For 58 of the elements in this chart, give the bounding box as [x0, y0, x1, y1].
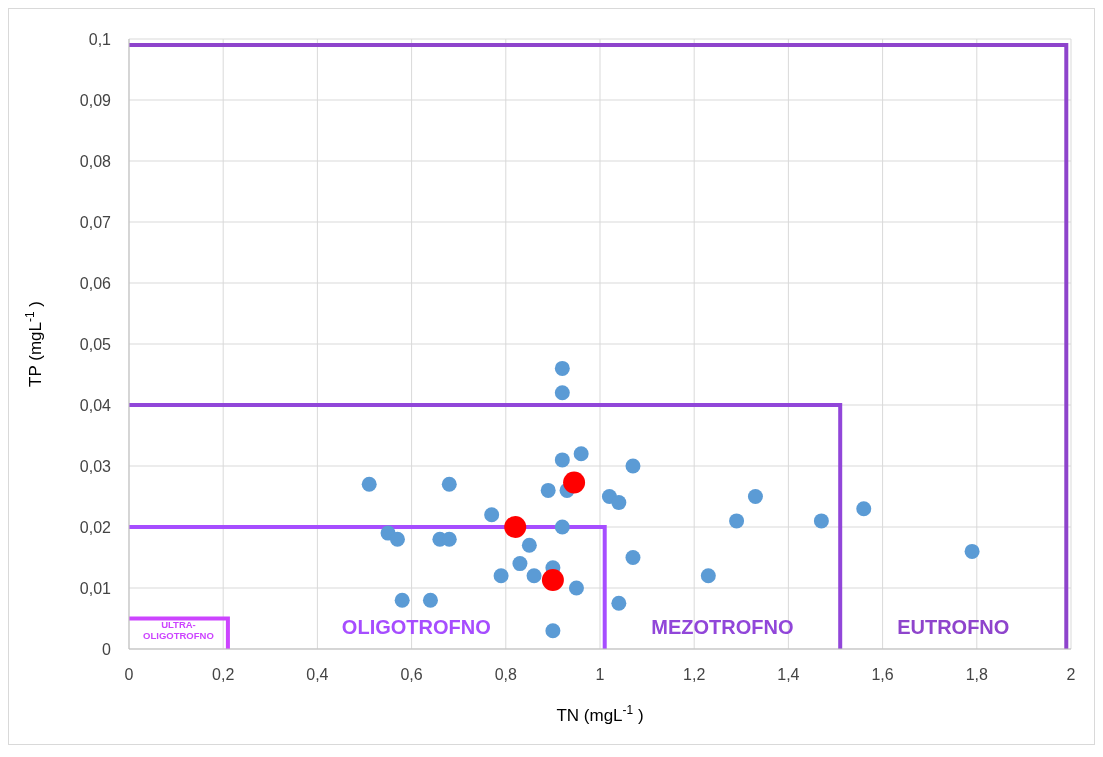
point: [611, 595, 627, 611]
point: [729, 513, 745, 529]
point: [611, 495, 627, 511]
x-tick-label: 0,6: [400, 666, 423, 684]
x-tick-label: 0,8: [494, 666, 518, 684]
point: [568, 580, 584, 596]
y-tick-label: 0,06: [79, 274, 112, 292]
point: [493, 568, 509, 584]
x-tick-label: 0,4: [306, 666, 329, 684]
point: [540, 482, 556, 498]
x-tick-label: 1,6: [871, 666, 894, 684]
point: [389, 531, 405, 547]
point: [554, 385, 570, 401]
point: [573, 446, 589, 462]
point: [526, 568, 542, 584]
y-tick-label: 0,08: [79, 152, 112, 170]
x-tick-label: 2: [1066, 666, 1076, 684]
point: [361, 476, 377, 492]
point: [541, 569, 564, 592]
point: [554, 360, 570, 376]
point: [545, 623, 561, 639]
point: [856, 501, 872, 517]
point: [964, 543, 980, 559]
point: [625, 458, 641, 474]
y-tick-label: 0: [102, 640, 112, 658]
point: [441, 476, 457, 492]
point: [504, 516, 527, 538]
point: [394, 592, 410, 608]
x-tick-label: 0,2: [212, 666, 235, 684]
point: [747, 489, 763, 504]
annotation: ULTRA- OLIGOTROFNO: [143, 619, 214, 642]
point: [563, 471, 586, 494]
point: [554, 452, 570, 468]
x-tick-label: 1: [595, 666, 605, 684]
y-tick-label: 0,05: [79, 335, 112, 353]
point: [813, 513, 829, 529]
point: [422, 592, 438, 608]
y-tick-label: 0,03: [79, 457, 112, 475]
point: [700, 568, 716, 584]
annotation: EUTROFNO: [897, 615, 1010, 638]
x-axis-title: TN (mgL$^{-1}$): [556, 703, 644, 725]
y-tick-label: 0,09: [79, 91, 112, 109]
x-tick-label: 1,8: [965, 666, 989, 684]
x-tick-label: 0: [124, 666, 134, 684]
y-tick-label: 0,07: [79, 213, 112, 231]
point: [521, 537, 537, 553]
y-tick-label: 0,1: [88, 30, 112, 48]
y-tick-label: 0,01: [79, 579, 112, 597]
annotation: MEZOTROFNO: [651, 615, 794, 638]
point: [554, 519, 570, 535]
point: [512, 556, 528, 572]
x-tick-label: 1,2: [683, 666, 706, 684]
y-tick-label: 0,04: [79, 396, 112, 414]
y-tick-label: 0,02: [79, 518, 112, 536]
point: [625, 550, 641, 565]
point: [484, 507, 500, 523]
x-tick-label: 1,4: [777, 666, 800, 684]
annotation: OLIGOTROFNO: [341, 615, 491, 638]
